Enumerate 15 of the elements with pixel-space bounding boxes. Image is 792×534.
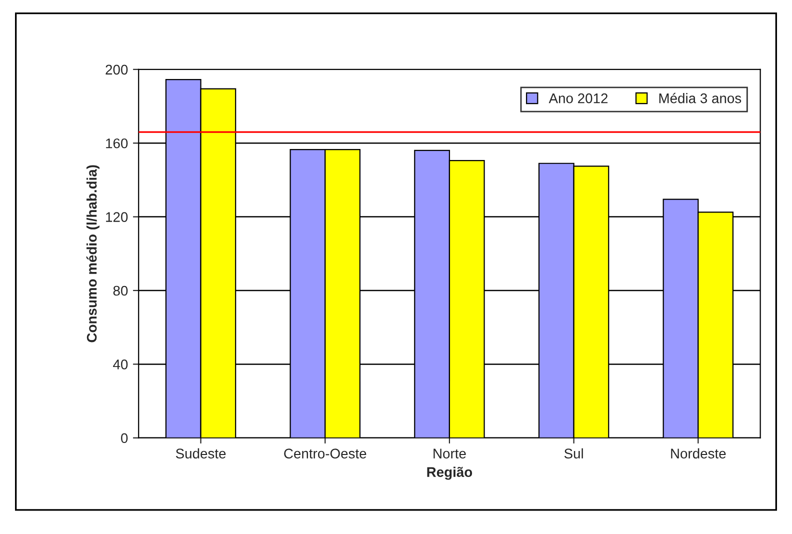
legend-label: Média 3 anos [659, 92, 742, 104]
x-tick-label: Sudeste [176, 448, 226, 458]
y-tick-label: 120 [106, 212, 128, 222]
y-tick-label: 80 [113, 286, 128, 296]
y-tick-label: 0 [121, 433, 128, 444]
x-tick-label: Sul [564, 448, 583, 458]
x-tick-label: Norte [434, 448, 466, 458]
y-tick-label: 160 [106, 138, 128, 148]
legend-label: Ano 2012 [548, 93, 608, 104]
x-tick-label: Centro-Oeste [284, 448, 366, 458]
x-tick-label: Nordeste [671, 448, 726, 458]
y-tick-label: 200 [106, 64, 128, 75]
x-axis-title: Região [427, 466, 472, 480]
y-axis-title: Consumo médio (l/hab.dia) [86, 165, 100, 342]
y-tick-label: 40 [113, 360, 128, 370]
